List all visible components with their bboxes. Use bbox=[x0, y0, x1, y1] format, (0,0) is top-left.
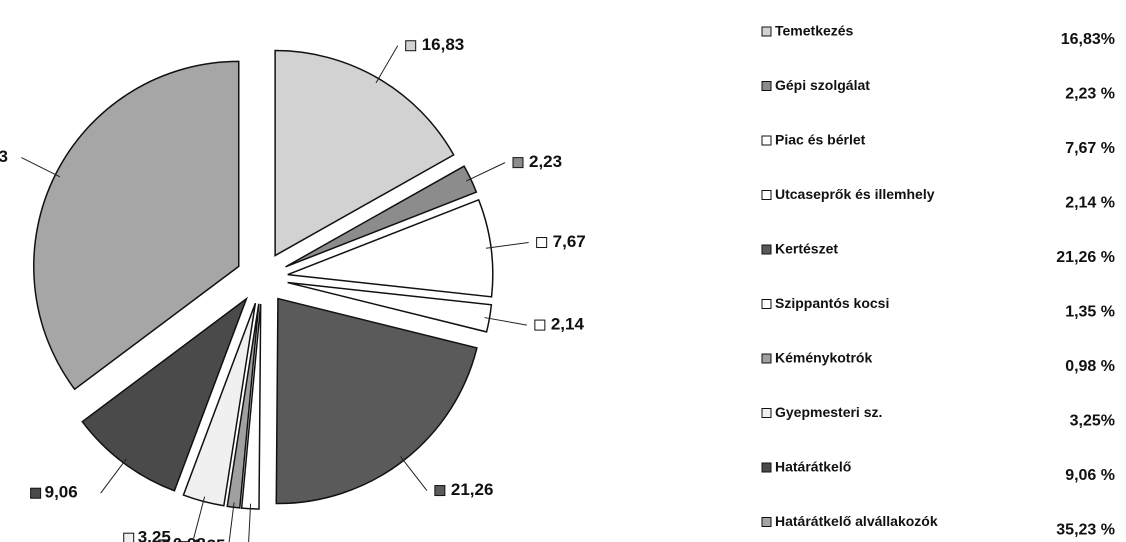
legend-label: Gyepmesteri sz. bbox=[775, 404, 882, 420]
legend-label: Utcaseprők és illemhely bbox=[775, 186, 935, 202]
legend-marker bbox=[761, 462, 772, 473]
legend-marker bbox=[761, 408, 772, 418]
legend-label: Határátkelő bbox=[775, 459, 851, 475]
legend-value: 2,23 % bbox=[1065, 86, 1115, 103]
data-label: 2,14 bbox=[551, 315, 585, 334]
legend-label: Gépi szolgálat bbox=[775, 77, 870, 93]
label-marker bbox=[30, 487, 42, 499]
data-label: 21,26 bbox=[451, 480, 494, 499]
legend-value: 16,83% bbox=[1061, 31, 1115, 48]
leader-line bbox=[21, 157, 61, 178]
legend-marker bbox=[761, 517, 772, 527]
legend-label: Piac és bérlet bbox=[775, 132, 866, 148]
legend-label: Kéménykotrók bbox=[775, 350, 872, 366]
data-label: 35,23 bbox=[0, 147, 8, 166]
leader-line bbox=[100, 458, 127, 494]
legend-value: 1,35 % bbox=[1065, 304, 1115, 321]
legend-value: 9,06 % bbox=[1065, 467, 1115, 484]
legend-marker bbox=[761, 299, 772, 309]
label-marker bbox=[536, 237, 548, 249]
label-marker bbox=[158, 539, 170, 542]
label-marker bbox=[405, 40, 417, 52]
legend-value: 7,67 % bbox=[1065, 140, 1115, 157]
legend-marker bbox=[761, 190, 772, 200]
data-label: 3,25 bbox=[138, 528, 171, 542]
leader-line bbox=[465, 162, 506, 182]
leader-line bbox=[400, 456, 428, 491]
data-label: 7,67 bbox=[553, 232, 586, 251]
label-marker bbox=[434, 485, 446, 497]
legend-label: Szippantós kocsi bbox=[775, 295, 889, 311]
legend-value: 0,98 % bbox=[1065, 358, 1115, 375]
data-label: 9,06 bbox=[45, 483, 78, 502]
legend-marker bbox=[761, 135, 772, 146]
legend-value: 2,14 % bbox=[1065, 195, 1115, 212]
data-label: 16,83 bbox=[422, 35, 465, 54]
leader-line bbox=[375, 45, 399, 84]
legend-value: 3,25% bbox=[1070, 413, 1115, 430]
pie-slice bbox=[275, 297, 478, 505]
legend-label: Határátkelő alvállakozók bbox=[775, 513, 938, 529]
leader-line bbox=[228, 502, 235, 542]
data-label: 0,98 bbox=[173, 534, 206, 542]
legend-marker bbox=[761, 353, 772, 364]
data-label: 2,23 bbox=[529, 152, 562, 171]
leader-line bbox=[484, 317, 527, 326]
legend-label: Temetkezés bbox=[775, 23, 854, 39]
data-label: 1,35 bbox=[192, 536, 225, 542]
legend-marker bbox=[761, 26, 772, 37]
leader-line bbox=[485, 242, 529, 249]
leader-line bbox=[193, 496, 206, 539]
leader-line bbox=[248, 503, 252, 542]
label-marker bbox=[534, 319, 546, 331]
legend-label: Kertészet bbox=[775, 241, 838, 257]
legend-value: 35,23 % bbox=[1056, 522, 1115, 539]
legend-marker bbox=[761, 244, 772, 255]
legend-marker bbox=[761, 81, 772, 91]
label-marker bbox=[512, 157, 524, 169]
legend-value: 21,26 % bbox=[1056, 249, 1115, 266]
label-marker bbox=[123, 532, 135, 542]
